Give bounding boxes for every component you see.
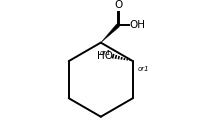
Text: O: O [115, 0, 123, 10]
Text: or1: or1 [138, 66, 149, 72]
Text: OH: OH [129, 20, 145, 30]
Text: or1: or1 [99, 50, 111, 56]
Polygon shape [101, 24, 120, 43]
Text: HO: HO [97, 51, 112, 61]
